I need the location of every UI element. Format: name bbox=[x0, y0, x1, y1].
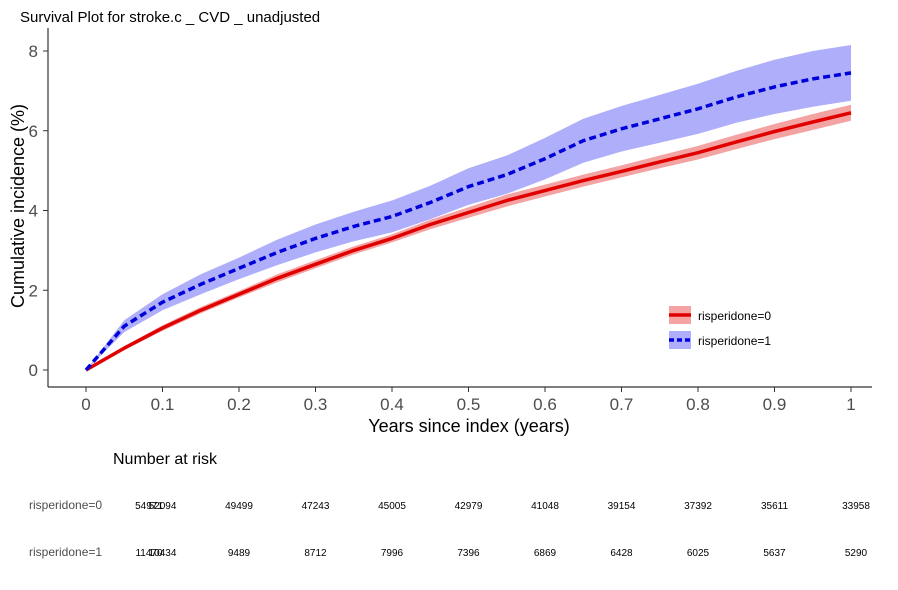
risk-table-title: Number at risk bbox=[113, 451, 218, 468]
risk-value: 45005 bbox=[378, 501, 406, 512]
risk-value: 6025 bbox=[687, 548, 710, 559]
x-tick-label: 0.4 bbox=[380, 395, 404, 414]
y-tick-label: 6 bbox=[29, 122, 38, 141]
risk-value: 35611 bbox=[761, 501, 789, 512]
risk-value: 5637 bbox=[763, 548, 786, 559]
x-tick-label: 0 bbox=[81, 395, 90, 414]
legend-label-risperidone-1: risperidone=1 bbox=[698, 334, 771, 348]
risk-value: 49499 bbox=[225, 501, 253, 512]
series-line-0 bbox=[85, 111, 852, 372]
risk-value: 39154 bbox=[608, 501, 636, 512]
risk-value: 7396 bbox=[457, 548, 480, 559]
risk-row-label-risperidone-1: risperidone=1 bbox=[29, 545, 102, 559]
risk-value: 6869 bbox=[534, 548, 557, 559]
risk-value: 33958 bbox=[842, 501, 870, 512]
risk-value: 37392 bbox=[684, 501, 712, 512]
risk-value: 47243 bbox=[302, 501, 330, 512]
x-tick-label: 0.7 bbox=[610, 395, 634, 414]
risk-value: 10434 bbox=[149, 548, 177, 559]
risk-value: 8712 bbox=[304, 548, 327, 559]
legend-label-risperidone-0: risperidone=0 bbox=[698, 309, 771, 323]
y-tick-label: 8 bbox=[29, 42, 38, 61]
risk-value: 9489 bbox=[228, 548, 251, 559]
y-tick-label: 2 bbox=[29, 281, 38, 300]
chart-title: Survival Plot for stroke.c _ CVD _ unadj… bbox=[20, 9, 320, 26]
x-tick-label: 0.2 bbox=[227, 395, 251, 414]
legend: risperidone=0 risperidone=1 bbox=[669, 306, 771, 349]
risk-value: 5290 bbox=[845, 548, 868, 559]
risk-value: 7996 bbox=[381, 548, 404, 559]
risk-value: 42979 bbox=[455, 501, 483, 512]
x-tick-label: 0.9 bbox=[763, 395, 787, 414]
x-axis-title: Years since index (years) bbox=[368, 416, 569, 436]
risk-value: 41048 bbox=[531, 501, 559, 512]
y-tick-label: 4 bbox=[29, 202, 38, 221]
risk-value: 6428 bbox=[610, 548, 633, 559]
ci-band-series-1 bbox=[86, 45, 851, 370]
risk-value: 52094 bbox=[149, 501, 177, 512]
y-axis-title: Cumulative incidence (%) bbox=[8, 104, 28, 308]
x-tick-label: 0.1 bbox=[151, 395, 175, 414]
ci-band-series-0 bbox=[86, 104, 851, 371]
x-tick-label: 0.3 bbox=[304, 395, 328, 414]
y-axis-ticks: 0 2 4 6 8 bbox=[29, 42, 48, 380]
x-tick-label: 0.5 bbox=[457, 395, 481, 414]
risk-value: 54971 bbox=[135, 501, 163, 512]
x-tick-label: 1 bbox=[846, 395, 855, 414]
y-tick-label: 0 bbox=[29, 361, 38, 380]
x-axis-ticks: 0 0.1 0.2 0.3 0.4 0.5 0.6 0.7 0.8 0.9 1 bbox=[81, 387, 856, 414]
series-line-1 bbox=[84, 71, 852, 372]
x-tick-label: 0.8 bbox=[686, 395, 710, 414]
risk-value: 11470 bbox=[135, 548, 163, 559]
risk-row-label-risperidone-0: risperidone=0 bbox=[29, 498, 102, 512]
x-tick-label: 0.6 bbox=[533, 395, 557, 414]
series-lines bbox=[84, 71, 852, 372]
